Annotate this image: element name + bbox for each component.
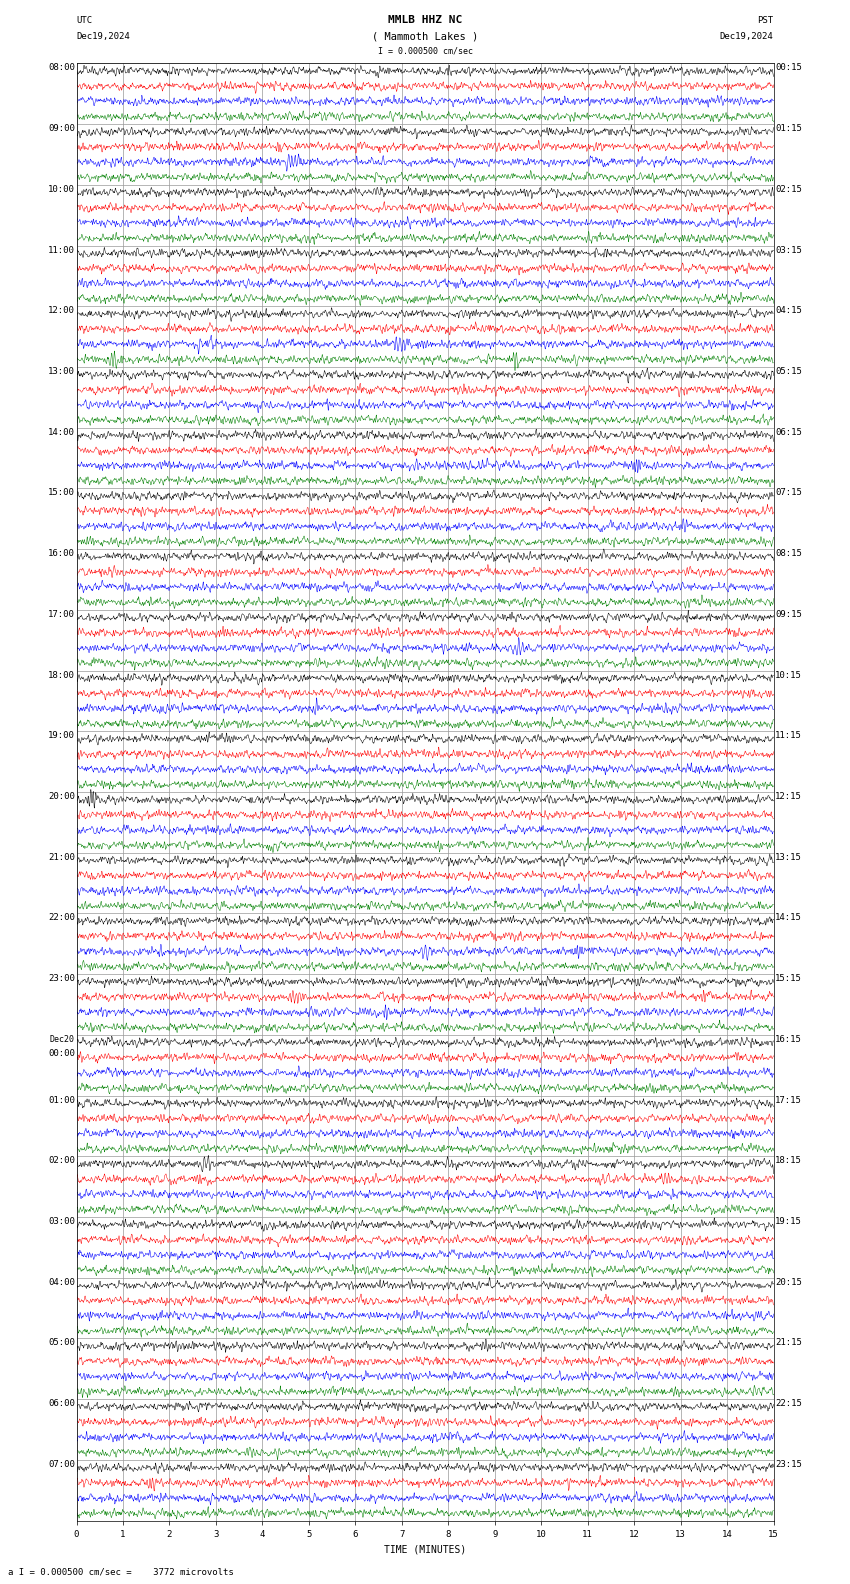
Text: 11:00: 11:00 bbox=[48, 246, 75, 255]
Text: 20:15: 20:15 bbox=[775, 1278, 802, 1286]
Text: ( Mammoth Lakes ): ( Mammoth Lakes ) bbox=[371, 32, 478, 41]
Text: 23:15: 23:15 bbox=[775, 1460, 802, 1468]
Text: 01:00: 01:00 bbox=[48, 1096, 75, 1104]
Text: 01:15: 01:15 bbox=[775, 124, 802, 133]
Text: 23:00: 23:00 bbox=[48, 974, 75, 984]
Text: 22:15: 22:15 bbox=[775, 1399, 802, 1408]
Text: 09:15: 09:15 bbox=[775, 610, 802, 619]
Text: 06:00: 06:00 bbox=[48, 1399, 75, 1408]
Text: 16:15: 16:15 bbox=[775, 1034, 802, 1044]
Text: UTC: UTC bbox=[76, 16, 93, 25]
Text: 02:00: 02:00 bbox=[48, 1156, 75, 1166]
Text: 03:00: 03:00 bbox=[48, 1217, 75, 1226]
Text: 06:15: 06:15 bbox=[775, 428, 802, 437]
Text: 10:00: 10:00 bbox=[48, 185, 75, 193]
Text: 12:00: 12:00 bbox=[48, 306, 75, 315]
Text: 04:15: 04:15 bbox=[775, 306, 802, 315]
Text: 10:15: 10:15 bbox=[775, 670, 802, 680]
Text: Dec19,2024: Dec19,2024 bbox=[720, 32, 774, 41]
Text: 04:00: 04:00 bbox=[48, 1278, 75, 1286]
Text: 17:00: 17:00 bbox=[48, 610, 75, 619]
Text: 13:15: 13:15 bbox=[775, 852, 802, 862]
Text: 05:15: 05:15 bbox=[775, 367, 802, 375]
Text: 15:00: 15:00 bbox=[48, 488, 75, 497]
Text: 19:15: 19:15 bbox=[775, 1217, 802, 1226]
Text: 20:00: 20:00 bbox=[48, 792, 75, 802]
Text: 18:00: 18:00 bbox=[48, 670, 75, 680]
Text: 07:00: 07:00 bbox=[48, 1460, 75, 1468]
Text: 22:00: 22:00 bbox=[48, 914, 75, 922]
Text: I = 0.000500 cm/sec: I = 0.000500 cm/sec bbox=[377, 46, 473, 55]
X-axis label: TIME (MINUTES): TIME (MINUTES) bbox=[384, 1544, 466, 1554]
Text: Dec19,2024: Dec19,2024 bbox=[76, 32, 130, 41]
Text: 16:00: 16:00 bbox=[48, 550, 75, 558]
Text: 13:00: 13:00 bbox=[48, 367, 75, 375]
Text: 05:00: 05:00 bbox=[48, 1338, 75, 1348]
Text: 02:15: 02:15 bbox=[775, 185, 802, 193]
Text: a I = 0.000500 cm/sec =    3772 microvolts: a I = 0.000500 cm/sec = 3772 microvolts bbox=[8, 1567, 235, 1576]
Text: 12:15: 12:15 bbox=[775, 792, 802, 802]
Text: 08:15: 08:15 bbox=[775, 550, 802, 558]
Text: 14:15: 14:15 bbox=[775, 914, 802, 922]
Text: 03:15: 03:15 bbox=[775, 246, 802, 255]
Text: 21:15: 21:15 bbox=[775, 1338, 802, 1348]
Text: 17:15: 17:15 bbox=[775, 1096, 802, 1104]
Text: 14:00: 14:00 bbox=[48, 428, 75, 437]
Text: 21:00: 21:00 bbox=[48, 852, 75, 862]
Text: PST: PST bbox=[757, 16, 774, 25]
Text: 11:15: 11:15 bbox=[775, 732, 802, 740]
Text: 19:00: 19:00 bbox=[48, 732, 75, 740]
Text: MMLB HHZ NC: MMLB HHZ NC bbox=[388, 16, 462, 25]
Text: 07:15: 07:15 bbox=[775, 488, 802, 497]
Text: 09:00: 09:00 bbox=[48, 124, 75, 133]
Text: 00:00: 00:00 bbox=[48, 1049, 75, 1058]
Text: 18:15: 18:15 bbox=[775, 1156, 802, 1166]
Text: 08:00: 08:00 bbox=[48, 63, 75, 73]
Text: 00:15: 00:15 bbox=[775, 63, 802, 73]
Text: 15:15: 15:15 bbox=[775, 974, 802, 984]
Text: Dec20: Dec20 bbox=[50, 1034, 75, 1044]
